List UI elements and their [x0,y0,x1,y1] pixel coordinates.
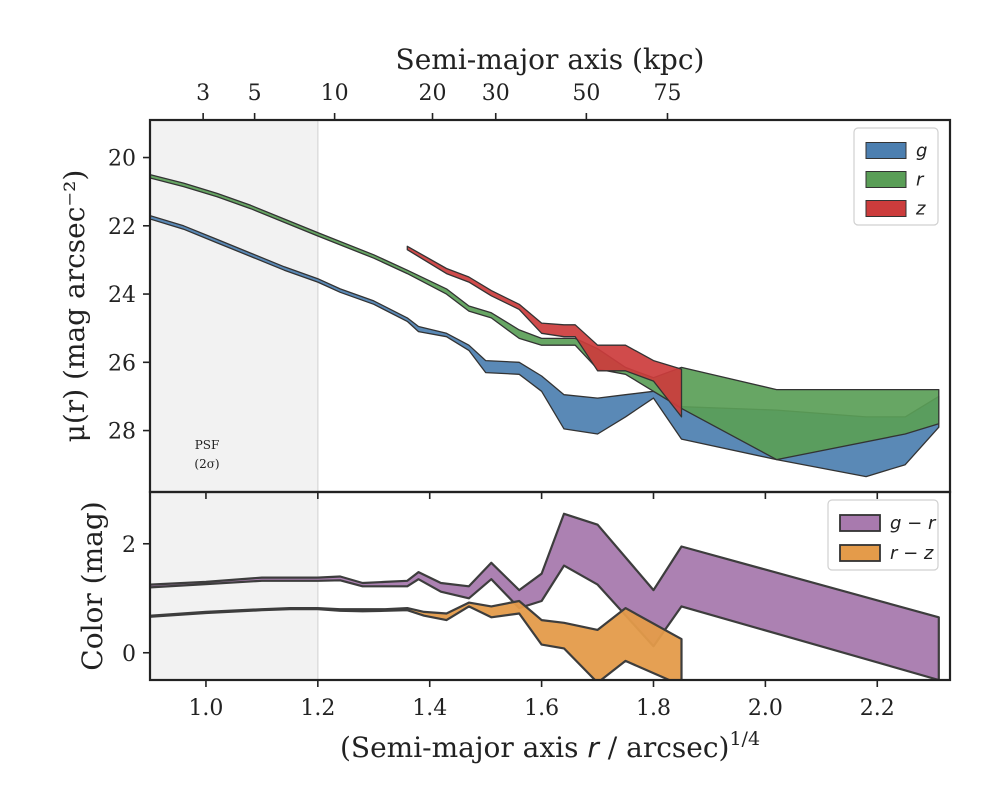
legend-top-panel: grz [853,127,939,226]
legend-label-rz: r − z [890,543,934,564]
psf-label-line1: PSF [195,438,220,452]
axes-frame-bottom [148,490,952,682]
legend-swatch-g [865,142,907,159]
legend-label-gr: g − r [890,513,937,534]
top-tick-label: 75 [653,81,681,106]
xtick-label: 1.2 [300,696,335,721]
top-axis-label: Semi-major axis (kpc) [396,43,705,76]
xtick-label: 1.8 [636,696,671,721]
ytick-label-bottom: 2 [122,533,136,558]
ytick-label-bottom: 0 [122,642,136,667]
top-tick-label: 20 [419,81,447,106]
xtick-label: 1.0 [188,696,223,721]
ytick-label-top: 22 [108,215,136,240]
top-tick-label: 50 [572,81,600,106]
band-bottom-gr [150,512,940,680]
legend-swatch-gr [839,514,881,532]
bottom-axis-label: (Semi-major axis r / arcsec)1/4 [340,728,760,764]
series-group-bottom [150,512,940,680]
legend-swatch-rz [839,544,881,562]
legend-label-g: g [916,141,927,162]
legend-label-z: z [915,199,926,220]
ytick-label-top: 20 [108,147,136,172]
ytick-label-top: 24 [108,283,136,308]
band-top-z [406,245,683,418]
psf-label-line2: (2σ) [194,457,219,471]
top-tick-label: 3 [196,81,210,106]
xtick-label: 2.0 [748,696,783,721]
bottom-panel-ylabel: Color (mag) [76,501,109,670]
xtick-label: 1.6 [524,696,559,721]
legend-swatch-z [865,200,907,217]
legend-bottom-panel: g − r r − z [827,499,939,571]
xtick-label: 1.4 [412,696,447,721]
series-layer [150,173,940,680]
legend-swatch-r [865,171,907,188]
band-top-r [150,173,940,461]
top-tick-label: 30 [482,81,510,106]
ytick-label-top: 28 [108,420,136,445]
xtick-label: 2.2 [860,696,895,721]
top-tick-label: 10 [321,81,349,106]
ytick-label-top: 26 [108,351,136,376]
top-panel-ylabel: μ(r) (mag arcsec⁻²) [58,170,91,443]
legend-label-r: r [916,170,925,191]
top-tick-label: 5 [248,81,262,106]
band-bottom-rz [150,599,683,680]
psf-shade-top [150,120,318,492]
psf-region-layer [150,120,319,680]
series-group-top [150,173,940,478]
